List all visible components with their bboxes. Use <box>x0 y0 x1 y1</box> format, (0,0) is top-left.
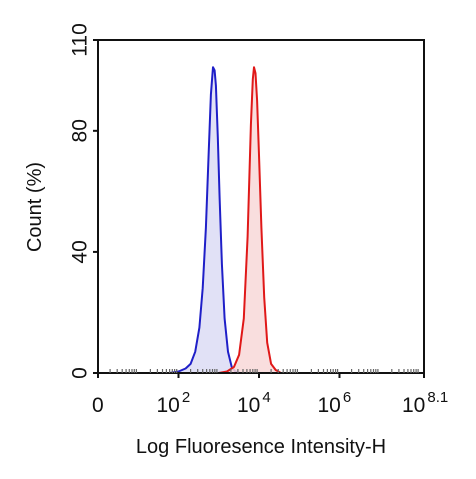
x-tick-label: 0 <box>92 394 104 417</box>
series-layer <box>169 66 282 374</box>
x-tick-label: 10 8.1 <box>402 389 448 417</box>
y-tick-label: 80 <box>69 119 92 142</box>
series-1-line <box>169 66 241 374</box>
x-tick-base: 10 <box>317 394 340 417</box>
series-2-line <box>218 66 282 374</box>
x-tick-exponent: 2 <box>182 389 190 406</box>
x-tick-label: 10 2 <box>156 389 190 417</box>
x-tick-label: 10 4 <box>237 389 271 417</box>
x-tick-exponent: 4 <box>262 389 270 406</box>
plot-frame <box>97 39 425 374</box>
x-axis-title: Log Fluoresence Intensity-H <box>136 436 386 458</box>
x-tick-base: 10 <box>402 394 425 417</box>
x-tick-base: 10 <box>156 394 179 417</box>
y-ticks: 0 40 80 110 <box>69 23 98 379</box>
series-1-fill <box>169 67 241 373</box>
y-tick-label: 110 <box>69 23 92 56</box>
x-tick-base: 10 <box>237 394 260 417</box>
y-axis-title: Count (%) <box>24 162 46 252</box>
y-tick-label: 40 <box>69 240 92 263</box>
x-tick-base: 0 <box>92 394 104 417</box>
x-tick-label: 10 6 <box>317 389 351 417</box>
x-tick-exponent: 8.1 <box>427 389 448 406</box>
x-tick-exponent: 6 <box>343 389 351 406</box>
x-minor-ticks <box>109 369 419 373</box>
y-tick-label: 0 <box>69 367 92 379</box>
series-2-fill <box>218 67 281 373</box>
x-ticks: 0 10 2 10 4 10 6 10 8.1 <box>92 373 448 417</box>
